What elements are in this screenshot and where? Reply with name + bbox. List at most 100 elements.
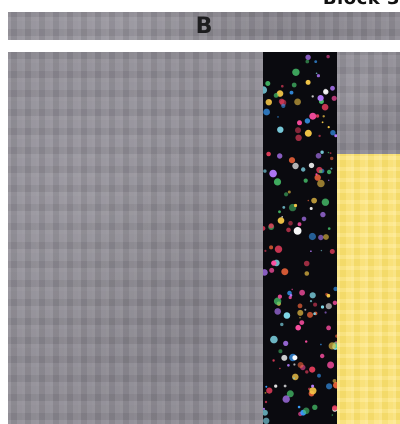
confetti-dot bbox=[320, 150, 324, 154]
yellow-fabric-panel bbox=[337, 154, 400, 424]
confetti-dot bbox=[315, 153, 322, 159]
confetti-dot bbox=[310, 250, 312, 252]
confetti-dot bbox=[291, 82, 297, 88]
label-strip: B bbox=[8, 12, 400, 40]
confetti-dot bbox=[326, 325, 331, 331]
confetti-dot bbox=[309, 300, 313, 303]
confetti-dot bbox=[288, 295, 292, 300]
confetti-dot bbox=[274, 308, 281, 315]
confetti-dot bbox=[297, 362, 304, 368]
confetti-dot bbox=[319, 169, 323, 174]
confetti-dot bbox=[329, 249, 335, 254]
confetti-dot bbox=[330, 167, 333, 170]
confetti-dot bbox=[326, 169, 332, 175]
confetti-dot bbox=[293, 203, 298, 208]
confetti-dot bbox=[265, 81, 271, 86]
confetti-dot bbox=[309, 366, 316, 373]
confetti-dot bbox=[318, 134, 321, 138]
confetti-dot bbox=[291, 288, 293, 291]
confetti-dot bbox=[264, 249, 267, 252]
confetti-dot bbox=[305, 340, 308, 343]
confetti-dot bbox=[317, 373, 321, 378]
confetti-dot bbox=[320, 211, 326, 218]
confetti-dot bbox=[309, 112, 317, 120]
confetti-dot bbox=[297, 309, 304, 316]
confetti-dot bbox=[327, 227, 331, 230]
confetti-dot bbox=[322, 115, 325, 118]
confetti-dot bbox=[331, 95, 337, 101]
confetti-dot bbox=[327, 361, 335, 369]
confetti-dot bbox=[283, 312, 291, 319]
black-dotted-fabric-strip bbox=[263, 52, 337, 424]
confetti-dot bbox=[304, 118, 311, 124]
confetti-dot bbox=[330, 85, 335, 91]
confetti-dot bbox=[279, 367, 281, 370]
confetti-dot bbox=[282, 395, 290, 403]
confetti-dot bbox=[303, 178, 308, 183]
confetti-dot bbox=[315, 114, 320, 118]
confetti-dot bbox=[279, 99, 287, 106]
confetti-dot bbox=[301, 216, 307, 222]
confetti-dot bbox=[315, 72, 318, 75]
confetti-dot bbox=[314, 60, 318, 63]
confetti-dot bbox=[269, 245, 274, 250]
confetti-dot bbox=[266, 151, 271, 157]
confetti-dot bbox=[299, 320, 305, 325]
confetti-dot bbox=[271, 260, 277, 266]
confetti-dot bbox=[278, 210, 281, 214]
confetti-dot bbox=[311, 197, 317, 204]
confetti-dot bbox=[332, 405, 337, 411]
confetti-dot bbox=[292, 355, 298, 361]
confetti-dot bbox=[293, 363, 296, 366]
confetti-dot bbox=[277, 116, 279, 118]
confetti-dot bbox=[317, 179, 325, 188]
confetti-dot bbox=[269, 169, 277, 178]
confetti-dot bbox=[295, 127, 301, 134]
confetti-dot bbox=[278, 349, 283, 354]
confetti-dot bbox=[316, 74, 320, 78]
confetti-dot bbox=[323, 234, 329, 240]
confetti-dot bbox=[281, 216, 283, 218]
confetti-dot bbox=[311, 384, 315, 388]
confetti-dot bbox=[289, 294, 293, 297]
confetti-dot bbox=[293, 377, 295, 380]
confetti-dot bbox=[263, 417, 270, 424]
confetti-dot bbox=[274, 384, 278, 388]
confetti-dot bbox=[304, 129, 312, 137]
confetti-dot bbox=[295, 324, 301, 331]
confetti-dot bbox=[314, 174, 321, 181]
confetti-dot bbox=[292, 68, 300, 76]
confetti-dot bbox=[287, 190, 291, 194]
confetti-dot bbox=[308, 232, 316, 241]
confetti-dot bbox=[326, 293, 331, 298]
confetti-dot bbox=[288, 157, 296, 164]
confetti-dot bbox=[282, 206, 286, 209]
confetti-dot bbox=[308, 162, 315, 169]
confetti-dot bbox=[328, 179, 330, 181]
confetti-dot bbox=[277, 294, 282, 299]
confetti-dot bbox=[277, 126, 284, 133]
confetti-dot bbox=[263, 226, 266, 231]
confetti-dot bbox=[299, 317, 301, 319]
confetti-dot bbox=[265, 385, 268, 388]
confetti-dot bbox=[332, 379, 337, 383]
confetti-dot bbox=[263, 169, 267, 173]
confetti-dot bbox=[317, 95, 324, 102]
confetti-dot bbox=[321, 121, 324, 124]
confetti-dot bbox=[303, 260, 310, 267]
confetti-dot bbox=[263, 407, 265, 410]
confetti-dot bbox=[333, 286, 337, 292]
confetti-dot bbox=[304, 271, 310, 276]
confetti-dot bbox=[281, 103, 286, 108]
confetti-dot bbox=[305, 59, 310, 64]
confetti-dot bbox=[284, 192, 289, 197]
confetti-dot bbox=[307, 311, 313, 318]
confetti-dot bbox=[318, 234, 324, 241]
confetti-dot bbox=[281, 354, 288, 361]
confetti-dot bbox=[273, 178, 282, 186]
confetti-dot bbox=[334, 134, 337, 138]
confetti-dot bbox=[305, 54, 311, 60]
confetti-dot bbox=[330, 130, 336, 136]
confetti-dot bbox=[281, 268, 289, 276]
confetti-dot bbox=[274, 245, 283, 253]
